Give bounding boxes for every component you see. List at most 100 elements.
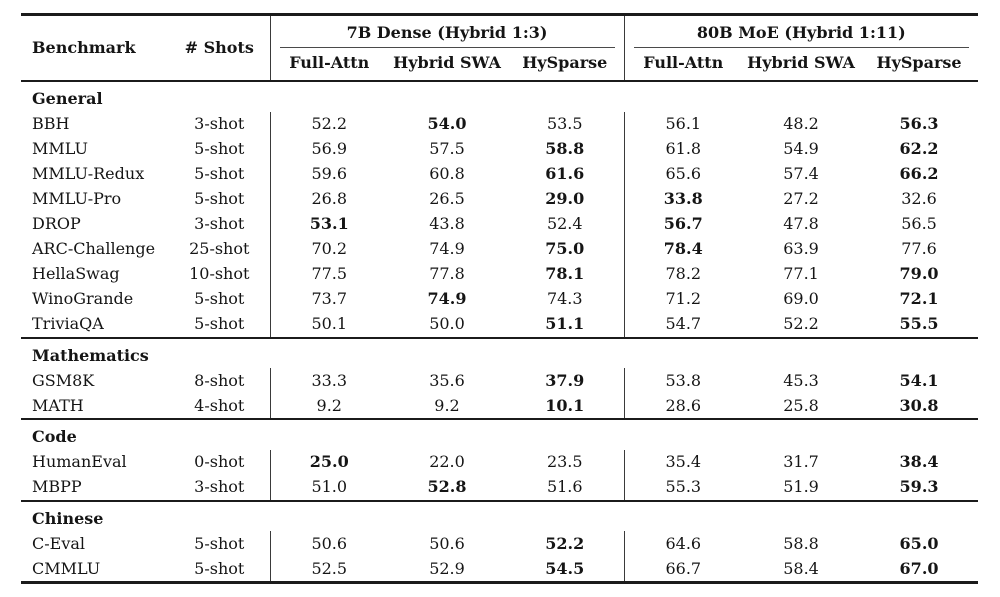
table-body: General BBH 3-shot 52.2 54.0 53.5 56.1 48.2 56.3… [21, 80, 979, 583]
value-cell: 29.0 [545, 189, 585, 208]
value-cell: 73.7 [269, 286, 388, 312]
value-cell: 59.3 [899, 477, 939, 496]
value-cell: 53.5 [546, 114, 583, 133]
value-cell: 57.5 [429, 139, 465, 158]
value-cell: 69.0 [783, 289, 819, 308]
value-cell: 51.1 [545, 314, 585, 333]
value-cell: 56.7 [623, 211, 743, 237]
value-cell: 61.6 [545, 164, 585, 183]
table-row: MMLU-Pro 5-shot 26.8 26.5 29.0 33.8 27.2 32.6 [21, 186, 978, 212]
value-cell: 70.2 [269, 236, 388, 262]
table-row: MMLU-Redux 5-shot 59.6 60.8 61.6 65.6 57.4 66.2 [21, 161, 978, 187]
table-row: HumanEval 0-shot 25.0 22.0 23.5 35.4 31.7 38.4 [21, 449, 978, 475]
benchmark-comparison-table: Benchmark # Shots 7B Dense (Hybrid 1:3) … [21, 13, 979, 584]
section-row: Code [21, 418, 979, 450]
value-cell: 51.6 [546, 477, 583, 496]
shots-cell: 4-shot [194, 395, 245, 415]
value-cell: 50.0 [429, 314, 465, 333]
value-cell: 58.4 [783, 558, 819, 578]
value-cell: 25.0 [269, 449, 388, 475]
value-cell: 64.6 [623, 531, 743, 556]
value-cell: 54.5 [545, 558, 585, 578]
section-row: Mathematics [21, 336, 979, 368]
table-row: HellaSwag 10-shot 77.5 77.8 78.1 78.2 77.1 79.0 [21, 261, 978, 287]
value-cell: 72.1 [899, 289, 939, 308]
benchmark-name-cell: WinoGrande [32, 289, 134, 308]
value-cell: 74.9 [429, 239, 465, 258]
value-cell: 61.8 [623, 136, 743, 162]
group-header-80b-moe-label: 80B MoE (Hybrid 1:11) [633, 23, 970, 48]
value-cell: 78.1 [545, 264, 585, 283]
value-cell: 55.5 [899, 314, 939, 333]
value-cell: 54.0 [427, 114, 467, 133]
group-header-7b-dense: 7B Dense (Hybrid 1:3) [269, 14, 625, 48]
value-cell: 9.2 [269, 393, 388, 419]
shots-cell: 10-shot [189, 264, 250, 283]
col-header-benchmark: Benchmark [21, 14, 169, 82]
shots-cell: 5-shot [194, 139, 245, 158]
value-cell: 53.1 [269, 211, 388, 237]
shots-cell: 5-shot [194, 533, 245, 553]
value-cell: 33.8 [623, 186, 743, 212]
section-title: Chinese [21, 499, 979, 531]
value-cell: 52.2 [783, 314, 819, 333]
value-cell: 59.6 [269, 161, 388, 187]
table-row: GSM8K 8-shot 33.3 35.6 37.9 53.8 45.3 54.1 [21, 368, 978, 393]
value-cell: 77.8 [429, 264, 465, 283]
sub-header-row: Full-Attn Hybrid SWA HySparse Full-Attn … [21, 48, 979, 82]
value-cell: 56.9 [269, 136, 388, 162]
value-cell: 56.5 [901, 214, 937, 233]
table-row: WinoGrande 5-shot 73.7 74.9 74.3 71.2 69.0 72.1 [21, 286, 978, 312]
benchmark-name-cell: MBPP [32, 477, 82, 496]
benchmark-name-cell: ARC-Challenge [32, 239, 156, 258]
value-cell: 33.3 [269, 368, 388, 393]
value-cell: 25.8 [783, 395, 819, 415]
value-cell: 35.4 [623, 449, 743, 475]
table-row: MATH 4-shot 9.2 9.2 10.1 28.6 25.8 30.8 [21, 393, 978, 419]
value-cell: 71.2 [623, 286, 743, 312]
value-cell: 52.2 [545, 533, 585, 553]
value-cell: 51.9 [783, 477, 819, 496]
value-cell: 65.6 [623, 161, 743, 187]
value-cell: 37.9 [545, 370, 585, 390]
section-row: Chinese [21, 499, 979, 531]
value-cell: 52.4 [546, 214, 583, 233]
value-cell: 65.0 [899, 533, 939, 553]
value-cell: 50.6 [269, 531, 388, 556]
value-cell: 9.2 [434, 395, 460, 415]
value-cell: 52.9 [429, 558, 465, 578]
col-header-7b-hybrid-swa: Hybrid SWA [388, 48, 506, 82]
value-cell: 62.2 [899, 139, 939, 158]
table-row: CMMLU 5-shot 52.5 52.9 54.5 66.7 58.4 67.0 [21, 556, 978, 583]
benchmark-name-cell: HumanEval [32, 452, 127, 471]
shots-cell: 0-shot [194, 452, 245, 471]
value-cell: 51.0 [269, 474, 388, 501]
shots-cell: 3-shot [194, 477, 245, 496]
value-cell: 52.5 [269, 556, 388, 583]
value-cell: 52.2 [269, 111, 388, 137]
benchmark-name-cell: BBH [32, 114, 70, 133]
shots-cell: 3-shot [194, 214, 245, 233]
value-cell: 58.8 [783, 533, 819, 553]
benchmark-name-cell: GSM8K [32, 370, 95, 390]
value-cell: 77.5 [269, 261, 388, 287]
table-row: DROP 3-shot 53.1 43.8 52.4 56.7 47.8 56.5 [21, 211, 978, 237]
benchmark-name-cell: MATH [32, 395, 84, 415]
value-cell: 23.5 [546, 452, 583, 471]
col-header-80b-hybrid-swa: Hybrid SWA [742, 48, 861, 82]
value-cell: 50.1 [269, 311, 388, 338]
value-cell: 31.7 [783, 452, 819, 471]
benchmark-name-cell: TriviaQA [32, 314, 104, 333]
shots-cell: 5-shot [194, 289, 245, 308]
section-row: General [21, 80, 979, 112]
value-cell: 28.6 [623, 393, 743, 419]
value-cell: 45.3 [783, 370, 819, 390]
value-cell: 78.4 [623, 236, 743, 262]
value-cell: 32.6 [901, 189, 937, 208]
value-cell: 54.1 [899, 370, 939, 390]
col-header-shots: # Shots [169, 14, 270, 82]
value-cell: 30.8 [899, 395, 939, 415]
col-header-80b-full-attn: Full-Attn [623, 48, 743, 82]
value-cell: 79.0 [899, 264, 939, 283]
value-cell: 78.2 [623, 261, 743, 287]
